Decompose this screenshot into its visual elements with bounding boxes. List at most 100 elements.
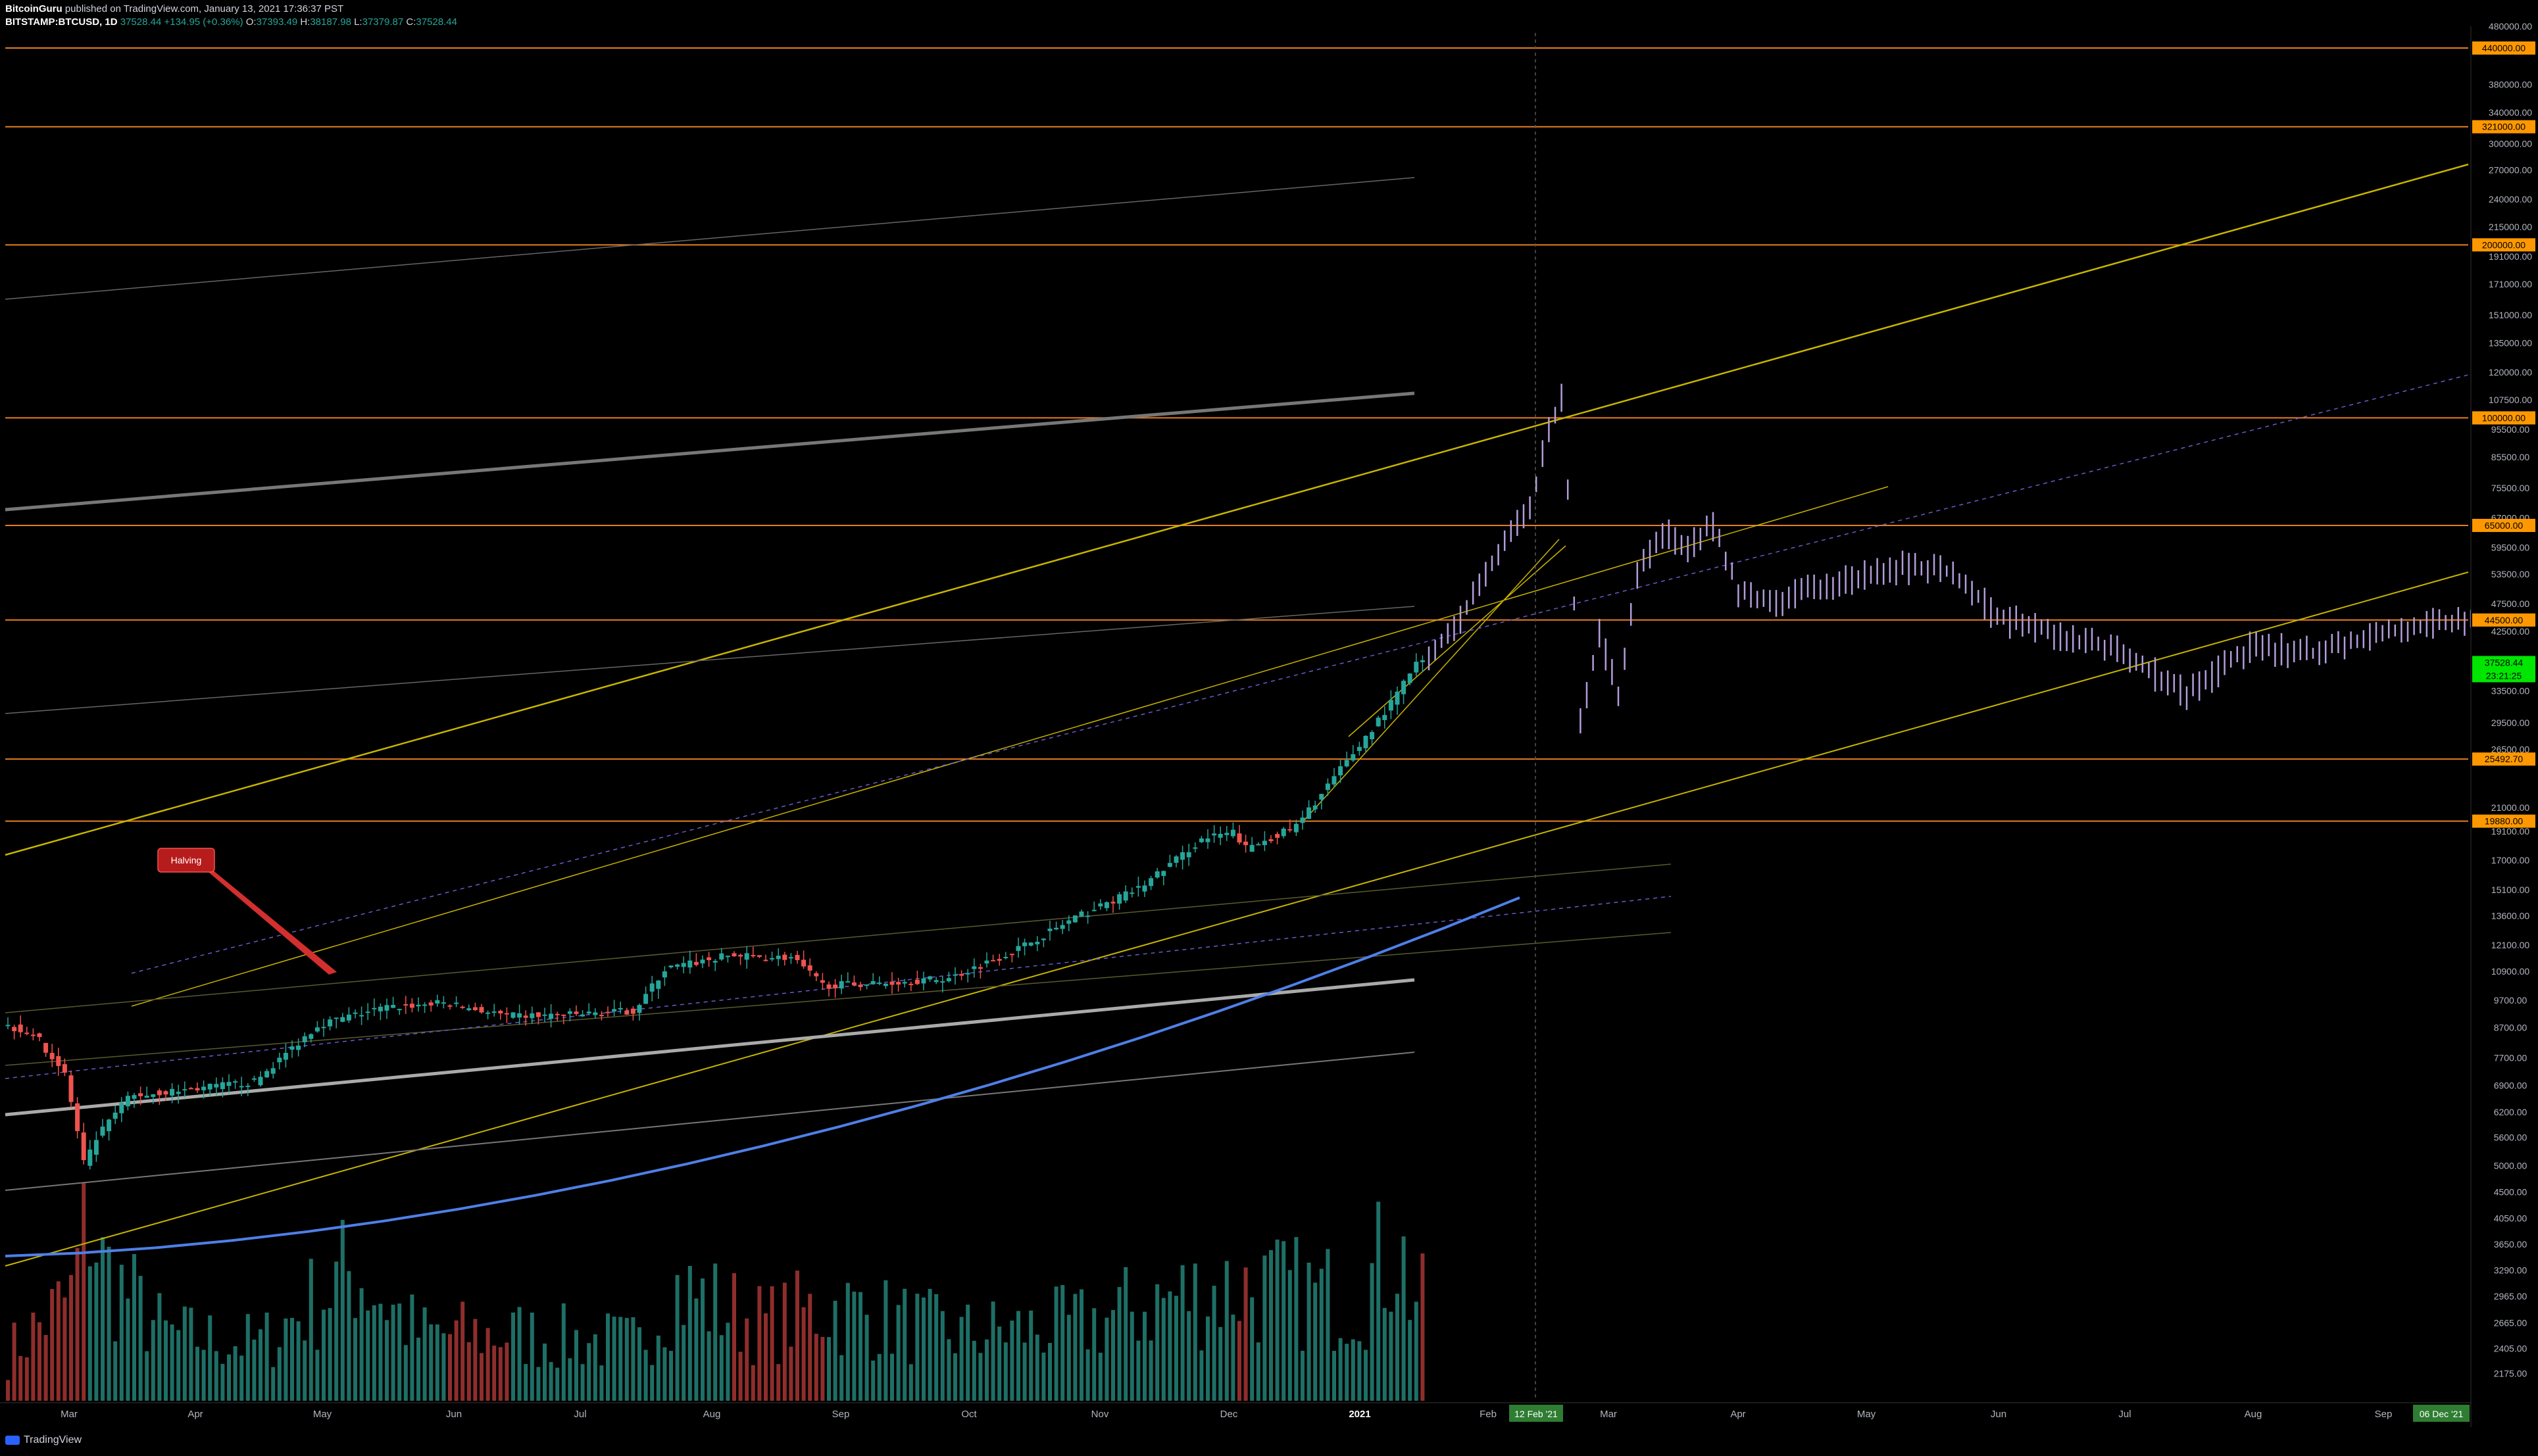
- volume-bar: [549, 1362, 553, 1401]
- candle-body: [858, 984, 863, 987]
- volume-bar: [1080, 1289, 1083, 1401]
- tradingview-footer[interactable]: TradingView: [5, 1434, 82, 1446]
- volume-bar: [903, 1288, 907, 1401]
- candle-body: [119, 1102, 124, 1113]
- volume-bar: [101, 1237, 105, 1401]
- candle-body: [1300, 817, 1305, 823]
- volume-bar: [991, 1301, 995, 1401]
- time-tick-label: 2021: [1349, 1409, 1370, 1420]
- candle-body: [833, 984, 838, 988]
- candle-body: [807, 965, 812, 971]
- volume-bar: [334, 1261, 339, 1401]
- volume-bar: [480, 1353, 484, 1401]
- volume-bar: [820, 1336, 825, 1401]
- candle-body: [87, 1150, 93, 1166]
- volume-bar: [1218, 1326, 1223, 1401]
- price-tick-label: 380000.00: [2489, 80, 2532, 90]
- candle-body: [1420, 660, 1425, 662]
- volume-bar: [1010, 1321, 1014, 1401]
- dashed-trend-line: [5, 896, 1672, 1079]
- candle-body: [542, 1014, 547, 1016]
- volume-bar: [978, 1353, 983, 1401]
- time-tick-label: Sep: [832, 1409, 850, 1420]
- candle-body: [498, 1011, 503, 1013]
- author-name[interactable]: BitcoinGuru: [5, 3, 62, 14]
- price-tick-label: 4050.00: [2494, 1213, 2527, 1224]
- volume-bar: [1105, 1317, 1109, 1401]
- candle-body: [1268, 839, 1274, 842]
- level-price-tag: [2472, 518, 2535, 532]
- price-tick-label: 53500.00: [2491, 569, 2530, 579]
- volume-bar: [568, 1358, 572, 1401]
- candle-body: [965, 973, 970, 975]
- candle-body: [586, 1011, 591, 1014]
- candle-body: [277, 1057, 282, 1063]
- trend-line: [5, 606, 1415, 714]
- volume-bar: [618, 1317, 623, 1401]
- volume-bar: [170, 1324, 174, 1401]
- candle-body: [700, 959, 705, 963]
- volume-bar: [182, 1306, 187, 1401]
- volume-bar: [574, 1330, 578, 1401]
- candle-body: [555, 1013, 560, 1015]
- candle-body: [826, 984, 832, 989]
- volume-bar: [1262, 1255, 1267, 1401]
- price-tick-label: 8700.00: [2494, 1022, 2527, 1032]
- volume-bar: [1199, 1350, 1204, 1401]
- candle-body: [1351, 754, 1356, 761]
- volume-bar: [833, 1300, 837, 1401]
- trend-line: [5, 163, 2469, 856]
- price-tick-label: 480000.00: [2489, 21, 2532, 32]
- candle-body: [687, 960, 693, 968]
- volume-bar: [814, 1334, 818, 1401]
- candle-body: [1401, 681, 1406, 694]
- price-tick-label: 2175.00: [2494, 1369, 2527, 1379]
- volume-bar: [1143, 1311, 1147, 1401]
- candle-body: [523, 1015, 528, 1018]
- date-marker-label: 12 Feb '21: [1514, 1409, 1558, 1419]
- candle-body: [270, 1068, 276, 1074]
- candle-body: [751, 955, 756, 957]
- time-tick-label: Mar: [1600, 1409, 1617, 1420]
- volume-bar: [1301, 1350, 1305, 1401]
- volume-bar: [1073, 1294, 1078, 1401]
- price-tick-label: 2405.00: [2494, 1343, 2527, 1353]
- price-tick-label: 5600.00: [2494, 1132, 2527, 1143]
- trend-line: [5, 863, 1672, 1013]
- volume-bar: [1364, 1349, 1368, 1401]
- symbol-label[interactable]: BITSTAMP:BTCUSD, 1D: [5, 16, 118, 28]
- volume-bar: [271, 1367, 276, 1401]
- volume-bar: [1193, 1263, 1197, 1401]
- volume-bar: [764, 1313, 768, 1401]
- candle-body: [157, 1090, 162, 1096]
- volume-bar: [561, 1303, 566, 1401]
- time-tick-label: May: [1857, 1409, 1876, 1420]
- candle-body: [56, 1056, 61, 1067]
- price-tick-label: 42500.00: [2491, 626, 2530, 637]
- price-tick-label: 6200.00: [2494, 1107, 2527, 1117]
- volume-bar: [309, 1259, 313, 1401]
- volume-bar: [195, 1346, 199, 1401]
- volume-bar: [1085, 1349, 1090, 1401]
- volume-bar: [227, 1354, 231, 1401]
- candle-body: [251, 1078, 257, 1080]
- candle-body: [125, 1096, 130, 1107]
- candle-body: [959, 974, 964, 976]
- price-change: +134.95 (+0.36%): [164, 16, 243, 28]
- volume-bar: [966, 1304, 970, 1401]
- candle-body: [1123, 891, 1128, 901]
- volume-bar: [593, 1334, 597, 1401]
- level-price-label: 100000.00: [2482, 412, 2526, 423]
- volume-bar: [403, 1345, 408, 1401]
- candle-body: [801, 959, 807, 967]
- volume-bar: [429, 1324, 434, 1401]
- candle-body: [561, 1014, 566, 1016]
- volume-bar: [322, 1309, 326, 1401]
- price-axis: USD480000.00440000.00380000.00340000.003…: [2470, 0, 2538, 1456]
- candle-body: [889, 981, 895, 985]
- volume-bar: [296, 1321, 301, 1401]
- volume-bar: [214, 1351, 218, 1401]
- volume-bar: [505, 1342, 509, 1401]
- volume-bar: [915, 1294, 920, 1401]
